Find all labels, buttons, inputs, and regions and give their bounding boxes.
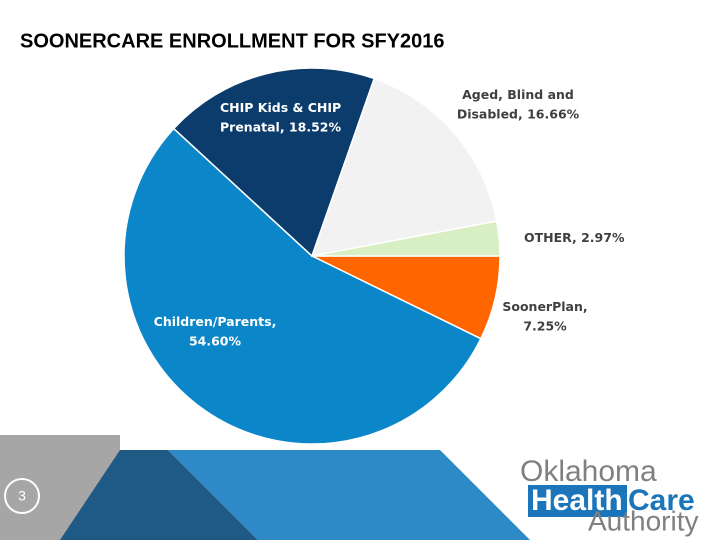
slice-label-line: Children/Parents, <box>154 314 277 329</box>
pie-slice <box>310 77 498 257</box>
pie-slice <box>123 127 482 445</box>
logo-care: Care <box>628 484 695 517</box>
slice-label-line: Aged, Blind and <box>462 87 574 102</box>
slice-label-line: Prenatal, 18.52% <box>220 119 341 134</box>
slice-label-line: 54.60% <box>189 333 242 348</box>
slice-label: OTHER, 2.97% <box>524 230 625 245</box>
logo-top: Oklahoma <box>520 455 657 488</box>
slice-label-line: Disabled, 16.66% <box>457 106 580 121</box>
pie-slice <box>172 67 376 258</box>
footer-dark <box>60 450 258 540</box>
logo-bottom: Authority <box>588 505 699 536</box>
pie <box>123 67 501 445</box>
slice-label: CHIP Kids & CHIP Prenatal, 18.52% <box>220 100 341 135</box>
slice-label: Children/Parents, 54.60% <box>154 314 277 349</box>
slice-label-line: CHIP Kids & CHIP <box>220 100 341 115</box>
page-circle <box>4 478 40 514</box>
pie-slice <box>311 220 501 257</box>
footer-light <box>168 450 530 540</box>
slice-label-line: 7.25% <box>523 318 567 333</box>
logo-box <box>528 485 627 517</box>
slice-label: Aged, Blind and Disabled, 16.66% <box>457 87 580 122</box>
labels: SoonerPlan, 7.25%Children/Parents, 54.60%C… <box>154 87 625 349</box>
slice-label: SoonerPlan, 7.25% <box>502 299 587 334</box>
chart-title: SOONERCARE ENROLLMENT FOR SFY2016 <box>20 30 445 52</box>
slice-label-line: OTHER, 2.97% <box>524 230 625 245</box>
logo-health: Health <box>531 484 623 517</box>
slice-label-line: SoonerPlan, <box>502 299 587 314</box>
page-number: 3 <box>18 488 26 504</box>
